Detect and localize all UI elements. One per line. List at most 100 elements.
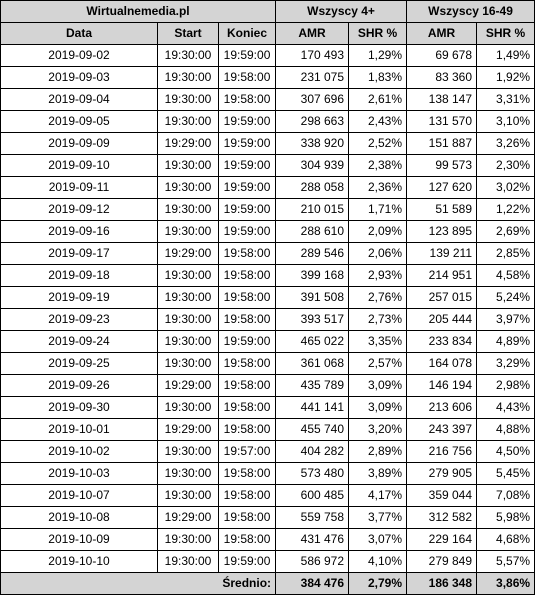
table-row: 2019-10-01 19:29:00 19:58:00 455 740 3,20% 24… (0, 418, 536, 441)
cell-start: 19:30:00 (157, 220, 219, 243)
cell-date: 2019-09-10 (0, 154, 158, 177)
cell-date: 2019-09-19 (0, 286, 158, 309)
cell-shr-all: 4,10% (348, 550, 408, 573)
cell-start: 19:30:00 (157, 550, 219, 573)
cell-amr-commercial: 279 849 (406, 550, 478, 573)
cell-shr-commercial: 4,88% (476, 418, 536, 441)
cell-start: 19:30:00 (157, 88, 219, 111)
source-header: Wirtualnemedia.pl (0, 0, 277, 23)
average-amr-all: 384 476 (275, 572, 350, 595)
cell-shr-commercial: 3,29% (476, 352, 536, 375)
table-row: 2019-09-16 19:30:00 19:59:00 288 610 2,09% 12… (0, 220, 536, 243)
cell-end: 19:58:00 (217, 286, 277, 309)
cell-shr-commercial: 5,98% (476, 506, 536, 529)
cell-start: 19:30:00 (157, 440, 219, 463)
cell-amr-all: 455 740 (275, 418, 350, 441)
cell-amr-commercial: 151 887 (406, 132, 478, 155)
table-row: 2019-09-11 19:30:00 19:59:00 288 058 2,36% 12… (0, 176, 536, 199)
cell-shr-commercial: 2,85% (476, 242, 536, 265)
cell-end: 19:59:00 (217, 132, 277, 155)
cell-amr-commercial: 216 756 (406, 440, 478, 463)
cell-shr-all: 2,43% (348, 110, 408, 133)
cell-shr-commercial: 4,89% (476, 330, 536, 353)
cell-shr-all: 3,35% (348, 330, 408, 353)
cell-date: 2019-09-09 (0, 132, 158, 155)
cell-date: 2019-09-02 (0, 44, 158, 67)
cell-end: 19:59:00 (217, 154, 277, 177)
table-body: 2019-09-02 19:30:00 19:59:00 170 493 1,29% 69… (0, 44, 536, 573)
table-row: 2019-09-03 19:30:00 19:58:00 231 075 1,83% 83… (0, 66, 536, 89)
cell-shr-commercial: 1,22% (476, 198, 536, 221)
cell-shr-commercial: 1,49% (476, 44, 536, 67)
cell-amr-commercial: 99 573 (406, 154, 478, 177)
header-row-columns: Data Start Koniec AMR SHR % AMR SHR % (0, 22, 536, 45)
table-row: 2019-09-30 19:30:00 19:58:00 441 141 3,09% 21… (0, 396, 536, 419)
cell-start: 19:30:00 (157, 528, 219, 551)
cell-end: 19:58:00 (217, 374, 277, 397)
cell-date: 2019-09-05 (0, 110, 158, 133)
cell-shr-all: 2,73% (348, 308, 408, 331)
table-row: 2019-09-04 19:30:00 19:58:00 307 696 2,61% 13… (0, 88, 536, 111)
cell-date: 2019-09-11 (0, 176, 158, 199)
cell-end: 19:59:00 (217, 110, 277, 133)
cell-shr-all: 3,09% (348, 374, 408, 397)
average-label: Średnio: (0, 572, 277, 595)
cell-start: 19:29:00 (157, 242, 219, 265)
cell-shr-commercial: 2,30% (476, 154, 536, 177)
cell-shr-all: 3,89% (348, 462, 408, 485)
cell-amr-commercial: 312 582 (406, 506, 478, 529)
column-header-shr-commercial: SHR % (476, 22, 536, 45)
table-row: 2019-09-26 19:29:00 19:58:00 435 789 3,09% 14… (0, 374, 536, 397)
cell-amr-all: 465 022 (275, 330, 350, 353)
cell-end: 19:59:00 (217, 176, 277, 199)
average-amr-commercial: 186 348 (406, 572, 478, 595)
cell-amr-all: 573 480 (275, 462, 350, 485)
cell-end: 19:58:00 (217, 462, 277, 485)
cell-amr-commercial: 359 044 (406, 484, 478, 507)
cell-date: 2019-09-16 (0, 220, 158, 243)
table-row: 2019-09-25 19:30:00 19:58:00 361 068 2,57% 16… (0, 352, 536, 375)
cell-amr-all: 288 058 (275, 176, 350, 199)
cell-date: 2019-10-08 (0, 506, 158, 529)
table-row: 2019-09-24 19:30:00 19:59:00 465 022 3,35% 23… (0, 330, 536, 353)
cell-shr-all: 2,09% (348, 220, 408, 243)
cell-end: 19:59:00 (217, 550, 277, 573)
cell-start: 19:30:00 (157, 330, 219, 353)
cell-shr-commercial: 3,31% (476, 88, 536, 111)
average-row: Średnio: 384 476 2,79% 186 348 3,86% (0, 572, 536, 595)
cell-shr-commercial: 3,10% (476, 110, 536, 133)
cell-shr-commercial: 4,43% (476, 396, 536, 419)
cell-shr-commercial: 2,69% (476, 220, 536, 243)
cell-amr-commercial: 51 589 (406, 198, 478, 221)
cell-amr-all: 289 546 (275, 242, 350, 265)
cell-shr-commercial: 3,97% (476, 308, 536, 331)
cell-start: 19:29:00 (157, 132, 219, 155)
cell-start: 19:29:00 (157, 374, 219, 397)
cell-shr-all: 3,77% (348, 506, 408, 529)
cell-start: 19:30:00 (157, 176, 219, 199)
cell-start: 19:30:00 (157, 462, 219, 485)
cell-end: 19:58:00 (217, 352, 277, 375)
cell-start: 19:30:00 (157, 352, 219, 375)
cell-shr-all: 2,89% (348, 440, 408, 463)
cell-shr-all: 2,57% (348, 352, 408, 375)
cell-date: 2019-10-09 (0, 528, 158, 551)
table-row: 2019-09-10 19:30:00 19:59:00 304 939 2,38% 99… (0, 154, 536, 177)
column-header-amr-commercial: AMR (406, 22, 478, 45)
cell-amr-all: 600 485 (275, 484, 350, 507)
cell-amr-commercial: 214 951 (406, 264, 478, 287)
cell-amr-commercial: 131 570 (406, 110, 478, 133)
cell-end: 19:59:00 (217, 220, 277, 243)
cell-end: 19:58:00 (217, 484, 277, 507)
group-commercial-header: Wszyscy 16-49 (406, 0, 536, 23)
cell-shr-all: 1,71% (348, 198, 408, 221)
cell-shr-all: 4,17% (348, 484, 408, 507)
cell-start: 19:30:00 (157, 396, 219, 419)
cell-amr-all: 231 075 (275, 66, 350, 89)
table-row: 2019-09-17 19:29:00 19:58:00 289 546 2,06% 13… (0, 242, 536, 265)
cell-amr-all: 210 015 (275, 198, 350, 221)
group-all-header: Wszyscy 4+ (275, 0, 408, 23)
cell-date: 2019-10-02 (0, 440, 158, 463)
cell-shr-commercial: 5,57% (476, 550, 536, 573)
